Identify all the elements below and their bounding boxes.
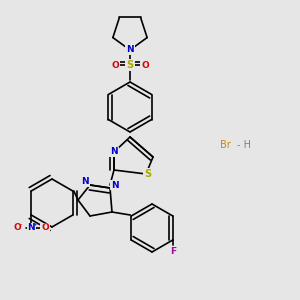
- Text: O: O: [111, 61, 119, 70]
- Text: O: O: [141, 61, 149, 70]
- Text: N: N: [27, 224, 35, 232]
- Text: N: N: [111, 181, 119, 190]
- Text: S: S: [144, 169, 152, 179]
- Text: S: S: [126, 60, 134, 70]
- Text: O: O: [13, 224, 21, 232]
- Text: O: O: [41, 224, 49, 232]
- Text: Br: Br: [220, 140, 231, 150]
- Text: -: -: [20, 221, 22, 227]
- Text: - H: - H: [237, 140, 251, 150]
- Text: N: N: [126, 46, 134, 55]
- Text: N: N: [81, 178, 89, 187]
- Text: F: F: [170, 248, 176, 256]
- Text: +: +: [33, 221, 38, 226]
- Text: N: N: [110, 148, 118, 157]
